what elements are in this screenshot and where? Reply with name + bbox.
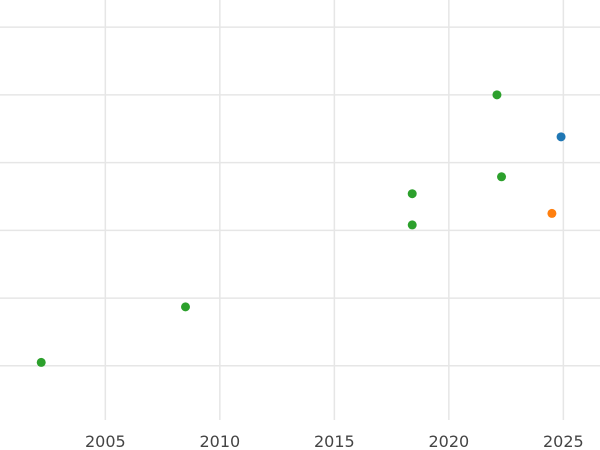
- data-point-7: [547, 208, 557, 218]
- data-point-5: [492, 90, 502, 100]
- x-tick-label-2015: 2015: [314, 432, 355, 450]
- data-point-3: [407, 220, 417, 230]
- data-point-6: [497, 172, 507, 182]
- x-tick-label-2025: 2025: [543, 432, 584, 450]
- data-points: [36, 90, 566, 367]
- x-tick-label-2010: 2010: [199, 432, 240, 450]
- data-point-4: [407, 189, 417, 199]
- data-point-8: [556, 132, 566, 142]
- data-point-1: [36, 357, 46, 367]
- grid: [0, 0, 600, 420]
- data-point-2: [180, 302, 190, 312]
- x-axis-ticks: 2005 2010 2015 2020 2025: [85, 432, 584, 450]
- x-tick-label-2020: 2020: [428, 432, 469, 450]
- x-tick-label-2005: 2005: [85, 432, 126, 450]
